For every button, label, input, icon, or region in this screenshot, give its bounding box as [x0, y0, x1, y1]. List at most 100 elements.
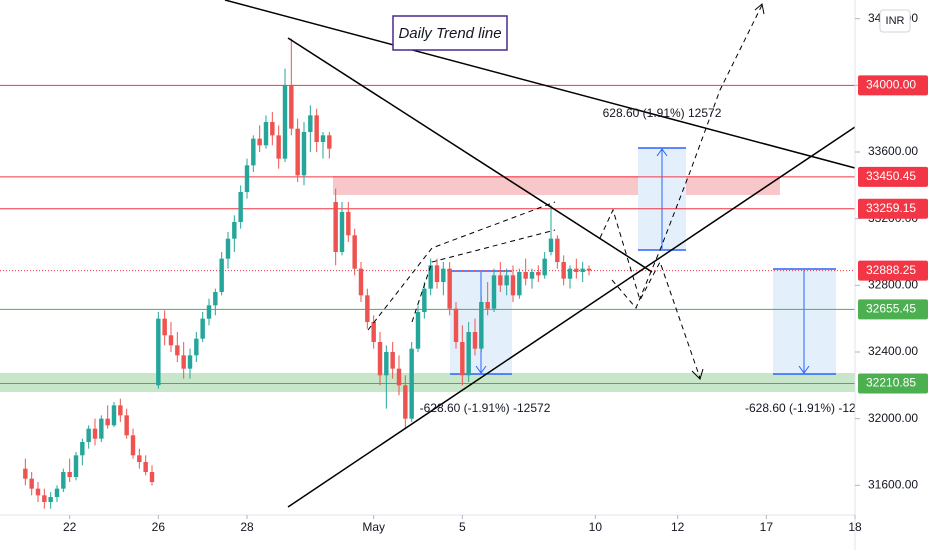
candle-body: [213, 292, 218, 306]
x-tick-label: 18: [848, 520, 862, 534]
candle-body: [308, 115, 313, 132]
candle-body: [289, 85, 294, 129]
price-labels: 34000.00 33450.45 33259.15 32888.25 32655.45…: [858, 75, 928, 394]
candle-body: [365, 295, 370, 322]
dashed-arrowhead: [691, 3, 765, 380]
candle-body: [175, 345, 180, 356]
candle-body: [536, 272, 541, 276]
price-label-box: [858, 299, 928, 320]
candle-body: [137, 455, 142, 462]
price-label-box: [858, 260, 928, 281]
candle-body: [510, 275, 516, 296]
x-tick-label: 22: [63, 520, 77, 534]
candle-body: [194, 338, 199, 356]
dashed-path: [367, 201, 556, 331]
candle-body: [548, 238, 554, 252]
candles: [23, 38, 592, 509]
x-tick-label: 10: [589, 520, 603, 534]
candle-body: [555, 238, 560, 262]
candle-body: [567, 268, 573, 279]
candle-body: [206, 305, 212, 319]
candle-body: [574, 268, 579, 272]
candle-body: [491, 275, 497, 309]
candle-body: [111, 405, 117, 426]
x-tick-label: 17: [760, 520, 774, 534]
candle-body: [371, 322, 376, 342]
candle-body: [200, 318, 205, 339]
candle-body: [504, 275, 509, 286]
candle-body: [282, 85, 288, 159]
candle-body: [118, 405, 123, 416]
candle-body: [251, 138, 256, 166]
candle-body: [295, 128, 300, 176]
candle-body: [29, 478, 34, 489]
price-label: 34000.00: [866, 78, 916, 92]
drawings: Daily Trend line 628.60 (1.91%) 12572 -6…: [224, 0, 876, 508]
x-tick-label: 28: [240, 520, 254, 534]
candle-body: [479, 302, 484, 349]
candle-body: [232, 222, 237, 239]
candle-body: [238, 192, 243, 222]
candle-body: [99, 418, 104, 439]
candle-body: [168, 335, 174, 346]
candle-body: [219, 258, 224, 292]
candle-body: [105, 418, 110, 426]
candle-body: [225, 238, 231, 259]
price-label-box: [858, 75, 928, 96]
candle-body: [384, 352, 389, 376]
annotation-box: [392, 15, 508, 51]
candle-body: [472, 332, 478, 349]
annotation: -628.60 (-1.91%) -12572: [745, 401, 876, 415]
candle-body: [80, 442, 85, 456]
resistance-zone: [333, 176, 780, 195]
candle-body: [156, 318, 161, 386]
candle-body: [428, 265, 433, 289]
candle-body: [415, 312, 421, 349]
candle-body: [409, 348, 414, 419]
x-tick-label: 26: [152, 520, 166, 534]
price-label-box: [858, 373, 928, 394]
candle-body: [263, 122, 269, 146]
candle-body: [434, 265, 440, 282]
x-tick-label: 5: [459, 520, 466, 534]
candle-body: [92, 428, 98, 439]
candle-body: [244, 165, 250, 192]
currency: INR: [886, 15, 905, 27]
candle-body: [61, 472, 66, 489]
candle-body: [453, 308, 459, 342]
trend-line: [224, 0, 856, 169]
candle-body: [314, 115, 319, 142]
candle-body: [35, 488, 41, 496]
candle-body: [561, 262, 566, 279]
y-tick-label: 32000.00: [868, 411, 918, 425]
candle-body: [466, 332, 471, 376]
candle-body: [42, 495, 47, 502]
currency-badge[interactable]: [879, 9, 911, 33]
candle-body: [460, 342, 465, 376]
candle-body: [403, 385, 408, 419]
candle-body: [352, 235, 357, 269]
annotation: 628.60 (1.91%) 12572: [603, 106, 722, 120]
candle-body: [181, 355, 186, 369]
candle-body: [257, 138, 262, 146]
y-tick-label: 32400.00: [868, 344, 918, 358]
candle-body: [130, 435, 136, 456]
time-axis: [0, 515, 855, 550]
trend-line: [287, 124, 859, 508]
candle-body: [73, 455, 79, 477]
candle-body: [529, 272, 535, 279]
candle-body: [580, 268, 585, 272]
candle-body: [517, 272, 522, 296]
candle-body: [498, 275, 503, 286]
candle-body: [54, 488, 60, 497]
candle-body: [301, 132, 307, 176]
price-label: 32888.25: [866, 263, 916, 277]
dashed-path: [599, 208, 701, 379]
candle-body: [48, 497, 53, 502]
candle-body: [358, 268, 364, 296]
candle-body: [276, 135, 281, 159]
price-lines: [0, 84, 855, 385]
candle-body: [67, 472, 72, 477]
candle-body: [422, 288, 427, 312]
